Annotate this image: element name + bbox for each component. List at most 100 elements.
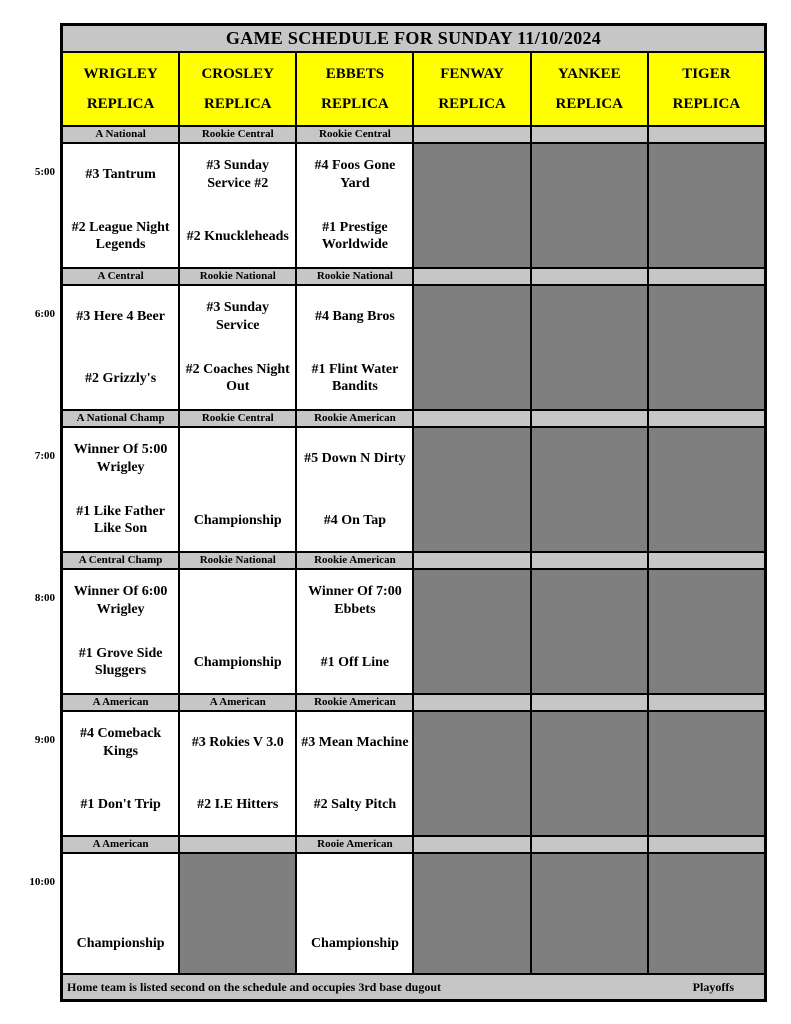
league-label-cell (648, 269, 764, 284)
empty-cell (180, 854, 296, 973)
empty-cell (648, 712, 764, 835)
footer-bar: Home team is listed second on the schedu… (63, 975, 764, 999)
team-top: #3 Sunday Service (206, 300, 270, 333)
league-label-cell: Rookie American (297, 411, 413, 426)
team-top: #3 Rokies V 3.0 (191, 735, 284, 750)
team-bottom: #2 Salty Pitch (313, 796, 397, 812)
league-label-row: A National Rookie Central Rookie Central (63, 127, 764, 142)
footer-playoffs: Playoffs (692, 979, 734, 994)
game-cell: Winner Of 6:00 Wrigley #1 Grove Side Slug… (63, 570, 179, 693)
game-cell: #4 Foos Gone Yard #1 Prestige Worldwide (297, 144, 413, 267)
team-bottom: Championship (310, 935, 399, 951)
league-label-cell: Rookie Central (180, 127, 296, 142)
league-label-cell (531, 695, 647, 710)
empty-cell (531, 570, 647, 693)
time-label: 5:00 (34, 166, 55, 178)
empty-cell (531, 286, 647, 409)
league-label-cell: A American (63, 837, 179, 852)
game-row: Winner Of 6:00 Wrigley #1 Grove Side Slug… (63, 570, 764, 693)
team-top (63, 854, 178, 914)
league-label-cell: Rookie American (297, 553, 413, 568)
league-label-row: A Central Rookie National Rookie National (63, 269, 764, 284)
league-label-cell (414, 127, 530, 142)
empty-cell (414, 144, 530, 267)
league-label-cell (531, 269, 647, 284)
game-cell: Championship (180, 570, 296, 693)
venue-sub: REPLICA (321, 95, 389, 112)
league-label-cell: Rookie National (180, 553, 296, 568)
game-cell: #3 Rokies V 3.0 #2 I.E Hitters (180, 712, 296, 835)
empty-cell (648, 570, 764, 693)
venue-name: FENWAY (440, 65, 504, 82)
empty-cell (531, 144, 647, 267)
schedule-title: GAME SCHEDULE FOR SUNDAY 11/10/2024 (63, 26, 764, 51)
league-label-cell (648, 411, 764, 426)
game-cell: Championship (63, 854, 179, 973)
empty-cell (414, 428, 530, 551)
team-bottom: Championship (193, 654, 282, 670)
team-top: #3 Mean Machine (301, 735, 409, 750)
empty-cell (648, 286, 764, 409)
game-row: #3 Here 4 Beer #2 Grizzly's #3 Sunday Serv… (63, 286, 764, 409)
game-cell: #3 Tantrum #2 League Night Legends (63, 144, 179, 267)
empty-cell (414, 854, 530, 973)
venue-sub: REPLICA (203, 95, 272, 112)
league-label-cell (414, 411, 530, 426)
league-label-cell: Rookie National (180, 269, 296, 284)
league-label-row: A Central Champ Rookie National Rookie Ame… (63, 553, 764, 568)
team-top: #3 Here 4 Beer (76, 309, 165, 324)
empty-cell (414, 570, 530, 693)
league-label-cell: A Central (63, 269, 179, 284)
team-top (180, 570, 295, 632)
league-label-cell: A National (63, 127, 179, 142)
league-label-cell (531, 411, 647, 426)
time-label: 6:00 (34, 308, 55, 320)
team-bottom: #2 League Night Legends (71, 219, 170, 253)
league-label-cell: Rookie Central (180, 411, 296, 426)
league-label-cell (531, 553, 647, 568)
venue-header-wrigley: WRIGLEY REPLICA (63, 53, 179, 125)
venue-header-row: WRIGLEY REPLICA CROSLEY REPLICA EBBETS R… (63, 53, 764, 125)
team-top: Winner Of 7:00 Ebbets (308, 584, 402, 617)
venue-header-crosley: CROSLEY REPLICA (180, 53, 296, 125)
empty-cell (648, 144, 764, 267)
time-label: 9:00 (34, 734, 55, 746)
venue-header-tiger: TIGER REPLICA (648, 53, 764, 125)
venue-header-yankee: YANKEE REPLICA (531, 53, 647, 125)
empty-cell (414, 286, 530, 409)
league-label-cell: A American (63, 695, 179, 710)
venue-sub: REPLICA (555, 95, 623, 112)
game-cell: Championship (180, 428, 296, 551)
league-label-row: A National Champ Rookie Central Rookie Ame… (63, 411, 764, 426)
team-bottom: #1 Don't Trip (80, 796, 161, 812)
team-top (297, 854, 412, 914)
league-label-row: A American A American Rookie American (63, 695, 764, 710)
schedule-table: GAME SCHEDULE FOR SUNDAY 11/10/2024 WRIG… (60, 23, 767, 1002)
team-bottom: #1 Like Father Like Son (76, 503, 165, 537)
game-cell: #4 Comeback Kings #1 Don't Trip (63, 712, 179, 835)
game-row: #3 Tantrum #2 League Night Legends #3 Sund… (63, 144, 764, 267)
league-label-cell: Rookie Central (297, 127, 413, 142)
venue-name: EBBETS (325, 65, 385, 82)
team-bottom: #1 Off Line (320, 654, 390, 670)
empty-cell (531, 712, 647, 835)
league-label-cell (180, 837, 296, 852)
venue-sub: REPLICA (672, 95, 741, 112)
team-top: #4 Comeback Kings (79, 726, 162, 759)
time-label: 10:00 (29, 876, 55, 888)
team-top: #5 Down N Dirty (304, 451, 406, 466)
league-label-row: A American Rooie American (63, 837, 764, 852)
team-top: #3 Tantrum (85, 167, 156, 182)
league-label-cell: Rookie National (297, 269, 413, 284)
venue-sub: REPLICA (86, 95, 155, 112)
team-top: Winner Of 5:00 Wrigley (73, 442, 168, 475)
league-label-cell (648, 695, 764, 710)
empty-cell (531, 854, 647, 973)
league-label-cell: Rooie American (297, 837, 413, 852)
game-row: #4 Comeback Kings #1 Don't Trip #3 Rokies … (63, 712, 764, 835)
team-bottom: #4 On Tap (323, 512, 387, 528)
venue-header-fenway: FENWAY REPLICA (414, 53, 530, 125)
time-label: 8:00 (34, 592, 55, 604)
game-cell: #4 Bang Bros #1 Flint Water Bandits (297, 286, 413, 409)
time-label: 7:00 (34, 450, 55, 462)
